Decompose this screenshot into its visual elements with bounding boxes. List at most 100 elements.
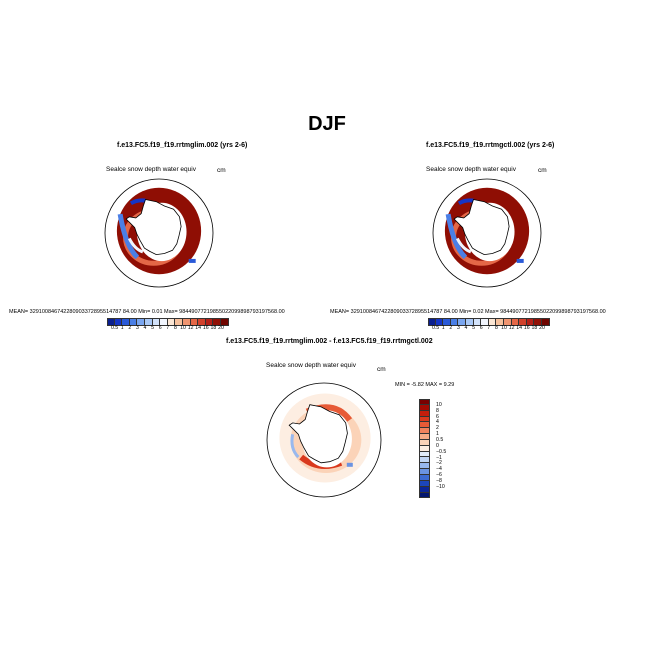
panel-3-colorbar-swatch	[419, 428, 430, 435]
panel-3-units: cm	[377, 366, 386, 373]
panel-1-variable: Sealce snow depth water equiv	[106, 166, 196, 173]
panel-1-colorbar-swatch	[175, 319, 183, 325]
panel-1-colorbar-tick-label: 16	[202, 325, 209, 331]
panel-1-colorbar-tick-label: 12	[187, 325, 194, 331]
panel-2-colorbar-tick-label: 2	[449, 325, 453, 331]
panel-3-colorbar-tick-label: −6	[436, 472, 442, 479]
panel-2-colorbar-tick-label: 20	[539, 325, 545, 331]
panel-3-colorbar-swatch	[419, 445, 430, 452]
panel-2-map	[432, 178, 542, 288]
panel-3-colorbar-tick-label: 0	[436, 442, 439, 449]
panel-3-colorbar-swatch	[419, 439, 430, 446]
panel-1-colorbar-tick-label: 14	[195, 325, 202, 331]
panel-3-colorbar	[419, 399, 430, 499]
panel-3-colorbar-tick-label: −8	[436, 477, 442, 484]
panel-1-colorbar-swatch	[114, 319, 123, 325]
panel-2-colorbar-tick-label: 8	[494, 325, 498, 331]
panel-2-variable: Sealce snow depth water equiv	[426, 166, 516, 173]
panel-2-colorbar-tick-label: 10	[501, 325, 507, 331]
panel-2-colorbar-swatch	[488, 319, 497, 325]
panel-2-colorbar-tick-label: 0.5	[431, 325, 440, 331]
panel-2-colorbar-swatch	[534, 319, 542, 325]
panel-3-colorbar-swatch	[419, 480, 430, 487]
panel-1-colorbar-swatch	[198, 319, 206, 325]
panel-2-colorbar-swatch	[428, 319, 436, 325]
panel-2-colorbar-swatch	[503, 319, 512, 325]
panel-3-colorbar-swatch	[419, 492, 430, 499]
panel-2-colorbar-tick-label: 18	[531, 325, 538, 331]
panel-1-colorbar-swatch	[220, 319, 229, 325]
panel-2-colorbar-swatch	[473, 319, 482, 325]
panel-2-colorbar-swatch	[450, 319, 459, 325]
panel-3-colorbar-swatch	[419, 474, 430, 481]
panel-2-colorbar-tick-label: 3	[456, 325, 460, 331]
panel-2-colorbar-swatch	[465, 319, 474, 325]
panel-1-colorbar-swatch	[205, 319, 214, 325]
panel-2-colorbar-tick-label: 4	[464, 325, 468, 331]
panel-3-map	[266, 382, 382, 498]
panel-3-colorbar-swatch	[419, 399, 430, 405]
panel-3-coastline	[288, 404, 348, 464]
panel-2-colorbar-swatch	[519, 319, 527, 325]
panel-2-colorbar-swatch	[458, 319, 466, 325]
panel-3-colorbar-tick-label: −10	[436, 483, 445, 490]
panel-2-colorbar-tick-label: 7	[487, 325, 491, 331]
panel-3-colorbar-swatch	[419, 410, 430, 417]
panel-1-colorbar-tick-label: 7	[166, 325, 170, 331]
panel-1-colorbar-swatch	[152, 319, 161, 325]
panel-2-colorbar-swatch	[443, 319, 451, 325]
page-title: DJF	[308, 113, 346, 135]
panel-1-colorbar-swatch	[190, 319, 199, 325]
panel-2-colorbar	[428, 318, 550, 326]
panel-1-colorbar-swatch	[144, 319, 153, 325]
panel-1-colorbar-swatch	[160, 319, 168, 325]
panel-1-units: cm	[217, 167, 226, 174]
panel-2-colorbar-tick-label: 14	[516, 325, 523, 331]
panel-2-units: cm	[538, 167, 547, 174]
panel-3-colorbar-tick-label: 10	[436, 401, 442, 408]
panel-3-colorbar-swatch	[419, 434, 430, 440]
panel-2-colorbar-tick-label: 6	[479, 325, 483, 331]
panel-1-coastline	[125, 199, 182, 256]
panel-1-colorbar-tick-label: 6	[158, 325, 162, 331]
panel-3-colorbar-swatch	[419, 422, 430, 429]
panel-1-title: f.e13.FC5.f19_f19.rrtmglim.002 (yrs 2-6)	[117, 142, 248, 149]
panel-1-colorbar-swatch	[129, 319, 138, 325]
panel-2-colorbar-swatch	[496, 319, 504, 325]
panel-1-colorbar-tick-label: 0.5	[110, 325, 119, 331]
panel-1-colorbar-swatch	[167, 319, 176, 325]
panel-3-colorbar-tick-label: 0.5	[436, 436, 444, 443]
panel-1-colorbar-tick-label: 10	[180, 325, 186, 331]
panel-3-colorbar-swatch	[419, 451, 430, 458]
panel-2-colorbar-swatch	[511, 319, 520, 325]
panel-3-colorbar-swatch	[419, 486, 430, 493]
panel-3-colorbar-tick-label: 2	[436, 425, 439, 432]
panel-3-colorbar-swatch	[419, 463, 430, 470]
panel-1-colorbar-swatch	[122, 319, 130, 325]
panel-3-colorbar-tick-label: 6	[436, 413, 439, 420]
panel-2-colorbar-tick-label: 1	[441, 325, 445, 331]
panel-2-colorbar-tick-label: 5	[472, 325, 476, 331]
panel-3-variable: Sealce snow depth water equiv	[266, 362, 356, 369]
panel-3-colorbar-tick-label: −4	[436, 466, 442, 473]
panel-1-map	[104, 178, 214, 288]
panel-2-colorbar-swatch	[526, 319, 535, 325]
panel-2-colorbar-swatch	[435, 319, 444, 325]
panel-1-colorbar-swatch	[213, 319, 221, 325]
panel-1-colorbar-tick-label: 5	[151, 325, 155, 331]
panel-3-colorbar-swatch	[419, 404, 430, 411]
panel-1-colorbar-tick-label: 3	[135, 325, 139, 331]
panel-1-colorbar	[107, 318, 229, 326]
panel-1-colorbar-tick-label: 18	[210, 325, 217, 331]
panel-3-colorbar-tick-label: 1	[436, 431, 439, 438]
panel-2-colorbar-swatch	[541, 319, 550, 325]
panel-1-colorbar-swatch	[182, 319, 191, 325]
panel-2-stats: MEAN= 329100846742280903372895514787 84.…	[330, 309, 606, 315]
panel-1-colorbar-tick-label: 8	[173, 325, 177, 331]
panel-3-colorbar-tick-label: −2	[436, 460, 442, 467]
panel-3-colorbar-swatch	[419, 416, 430, 423]
panel-3-stats: MIN = -5.82 MAX = 9.29	[395, 382, 455, 388]
panel-1-colorbar-swatch	[137, 319, 145, 325]
panel-2-colorbar-swatch	[481, 319, 489, 325]
panel-1-stats: MEAN= 329100846742280903372895514787 84.…	[9, 309, 285, 315]
